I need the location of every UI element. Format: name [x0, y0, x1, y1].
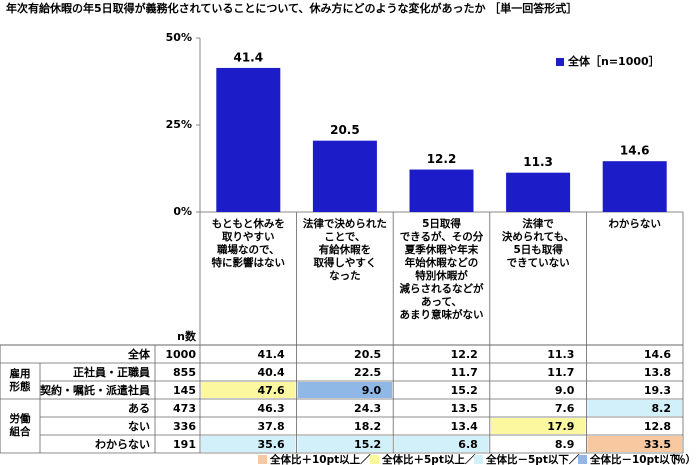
- cell-value: 9.0: [362, 384, 382, 397]
- cell-value: 12.2: [451, 348, 478, 361]
- cell-value: 37.8: [257, 420, 284, 433]
- value-label: 11.3: [523, 155, 553, 169]
- group-label: 雇用 形態: [9, 368, 31, 393]
- cell-shade: [587, 436, 682, 452]
- cell-value: 41.4: [257, 348, 284, 361]
- cell-value: 8.9: [555, 438, 575, 451]
- y-tick-label: 25%: [166, 118, 192, 131]
- unit-label: （％）: [665, 453, 697, 465]
- x-tick-label-box: 5日取得 できるが、その分 夏季休暇や年末 年始休暇などの 特別休暇が 減らされ…: [399, 218, 484, 321]
- cell-value: 13.5: [451, 402, 478, 415]
- x-tick-label-box: 法律で 決められても、 5日も取得 できていない: [501, 218, 575, 269]
- row-label: ある: [128, 402, 150, 415]
- legend-label: 全体比＋10pt以上／: [269, 453, 371, 465]
- cell-value: 40.4: [257, 366, 284, 379]
- cell-value: 12.8: [644, 420, 671, 433]
- cell-shade: [297, 382, 393, 398]
- row-n: 336: [173, 420, 196, 433]
- cell-value: 11.7: [451, 366, 478, 379]
- legend-label: 全体比＋5pt以上／: [381, 453, 476, 465]
- row-n: 191: [173, 438, 196, 451]
- bar: [409, 169, 474, 212]
- value-label: 20.5: [330, 123, 360, 137]
- row-n: 145: [173, 384, 196, 397]
- cell-value: 46.3: [257, 402, 284, 415]
- cell-value: 14.6: [644, 348, 671, 361]
- cell-value: 47.6: [257, 384, 284, 397]
- cell-shade: [201, 436, 296, 452]
- cell-value: 35.6: [257, 438, 284, 451]
- x-tick-label: 法律で 決められても、 5日も取得 できていない: [501, 218, 575, 269]
- bar: [216, 67, 281, 212]
- group-label-box: 雇用 形態: [9, 368, 31, 393]
- group-label: 労働 組合: [9, 413, 31, 438]
- cell-value: 6.8: [458, 438, 478, 451]
- legend-label: 全体比－5pt以下／: [485, 453, 580, 465]
- cell-value: 24.3: [354, 402, 381, 415]
- x-tick-label-box: わからない: [608, 218, 661, 230]
- row-label: 全体: [127, 347, 151, 361]
- cell-value: 33.5: [644, 438, 671, 451]
- cell-value: 17.9: [547, 420, 574, 433]
- cell-value: 18.2: [354, 420, 381, 433]
- cell-value: 11.3: [547, 348, 574, 361]
- cell-shade: [297, 436, 393, 452]
- value-label: 41.4: [233, 50, 263, 64]
- n-header: n数: [177, 329, 197, 343]
- legend-swatch: [556, 58, 564, 66]
- cell-value: 15.2: [451, 384, 478, 397]
- row-label: 契約・嘱託・派遣社員: [39, 383, 150, 397]
- cell-shade: [490, 418, 586, 434]
- row-n: 473: [173, 402, 196, 415]
- cell-value: 9.0: [555, 384, 575, 397]
- cell-value: 13.4: [451, 420, 478, 433]
- x-tick-label: 法律で決められた ことで、 有給休暇を 取得しやすく なった: [302, 218, 387, 282]
- cell-value: 7.6: [555, 402, 575, 415]
- value-label: 14.6: [620, 144, 650, 158]
- cell-value: 15.2: [354, 438, 381, 451]
- group-label-box: 労働 組合: [9, 413, 31, 438]
- y-tick-label: 0%: [173, 205, 192, 218]
- bar: [506, 172, 571, 212]
- chart-title: 年次有給休暇の年5日取得が義務化されていることについて、休み方にどのような変化が…: [6, 1, 577, 15]
- x-tick-label-box: もともと休みを 取りやすい 職場なので、 特に影響はない: [211, 218, 286, 269]
- x-tick-label: 5日取得 できるが、その分 夏季休暇や年末 年始休暇などの 特別休暇が 減らされ…: [399, 218, 484, 321]
- legend-swatch: [258, 455, 267, 464]
- x-tick-label: もともと休みを 取りやすい 職場なので、 特に影響はない: [211, 218, 286, 269]
- legend-label: 全体比－10pt以下: [589, 453, 681, 465]
- x-tick-label: わからない: [608, 218, 661, 230]
- cell-shade: [394, 436, 489, 452]
- legend-swatch: [578, 455, 587, 464]
- y-tick-label: 50%: [166, 31, 192, 44]
- row-label: ない: [128, 420, 150, 433]
- cell-shade: [587, 400, 682, 416]
- value-label: 12.2: [427, 152, 457, 166]
- cell-value: 11.7: [547, 366, 574, 379]
- cell-value: 22.5: [354, 366, 381, 379]
- legend-swatch: [474, 455, 483, 464]
- row-label: わからない: [95, 438, 150, 451]
- cell-value: 20.5: [354, 348, 381, 361]
- row-n: 855: [173, 366, 196, 379]
- legend-swatch: [370, 455, 379, 464]
- cell-value: 13.8: [644, 366, 671, 379]
- x-tick-label-box: 法律で決められた ことで、 有給休暇を 取得しやすく なった: [302, 218, 387, 282]
- row-n: 1000: [165, 348, 196, 361]
- cell-shade: [201, 382, 296, 398]
- bar: [312, 140, 377, 212]
- legend-label: 全体［n=1000］: [567, 54, 660, 68]
- row-label: 正社員・正職員: [73, 365, 150, 379]
- bar: [602, 161, 667, 212]
- cell-value: 8.2: [652, 402, 672, 415]
- cell-value: 19.3: [644, 384, 671, 397]
